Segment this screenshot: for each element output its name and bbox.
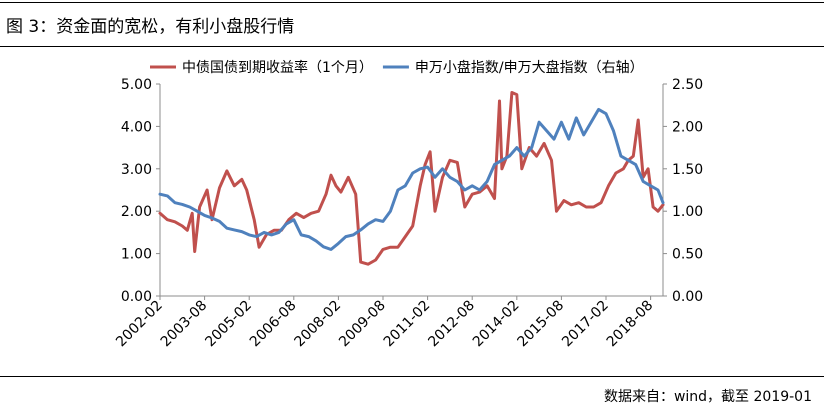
x-tick-label: 2012-08 <box>425 298 478 351</box>
right-tick-label: 1.00 <box>672 204 703 220</box>
x-tick-label: 2018-08 <box>604 298 657 351</box>
left-tick-label: 4.00 <box>121 119 152 135</box>
left-tick-label: 0.00 <box>121 289 152 305</box>
x-tick-label: 2005-02 <box>202 298 255 351</box>
right-tick-label: 2.50 <box>672 77 703 93</box>
x-tick-label: 2008-02 <box>292 298 345 351</box>
x-tick-label: 2003-08 <box>158 298 211 351</box>
x-tick-label: 2015-08 <box>515 298 568 351</box>
x-tick-label: 2017-02 <box>559 298 612 351</box>
line-chart: 中债国债到期收益率（1个月） 申万小盘指数/申万大盘指数（右轴） 0.00 1.00… <box>113 59 703 351</box>
right-tick-label: 2.00 <box>672 119 703 135</box>
legend-label-2: 申万小盘指数/申万大盘指数（右轴） <box>415 59 644 76</box>
x-tick-label: 2002-02 <box>113 298 166 351</box>
x-tick-label: 2014-02 <box>470 298 523 351</box>
x-tick-label: 2006-08 <box>247 298 300 351</box>
chart-series <box>158 91 665 266</box>
figure-title: 图 3：资金面的宽松，有利小盘股行情 <box>6 17 295 37</box>
right-tick-label: 0.50 <box>672 247 703 263</box>
right-tick-label: 0.00 <box>672 289 703 305</box>
legend-label-1: 中债国债到期收益率（1个月） <box>182 59 373 76</box>
title-rule <box>0 46 824 47</box>
figure-source: 数据来自：wind，截至 2019-01 <box>603 389 812 405</box>
bottom-rule <box>0 376 824 377</box>
top-rule <box>0 2 824 3</box>
left-tick-label: 1.00 <box>121 247 152 263</box>
x-tick-label: 2011-02 <box>381 298 434 351</box>
left-tick-label: 2.00 <box>121 204 152 220</box>
left-tick-label: 3.00 <box>121 162 152 178</box>
right-tick-label: 1.50 <box>672 162 703 178</box>
series-line-1 <box>158 91 665 266</box>
left-tick-label: 5.00 <box>121 77 152 93</box>
x-tick-label: 2009-08 <box>336 298 389 351</box>
chart-legend: 中债国债到期收益率（1个月） 申万小盘指数/申万大盘指数（右轴） <box>150 59 644 76</box>
series-line-2 <box>158 107 665 251</box>
